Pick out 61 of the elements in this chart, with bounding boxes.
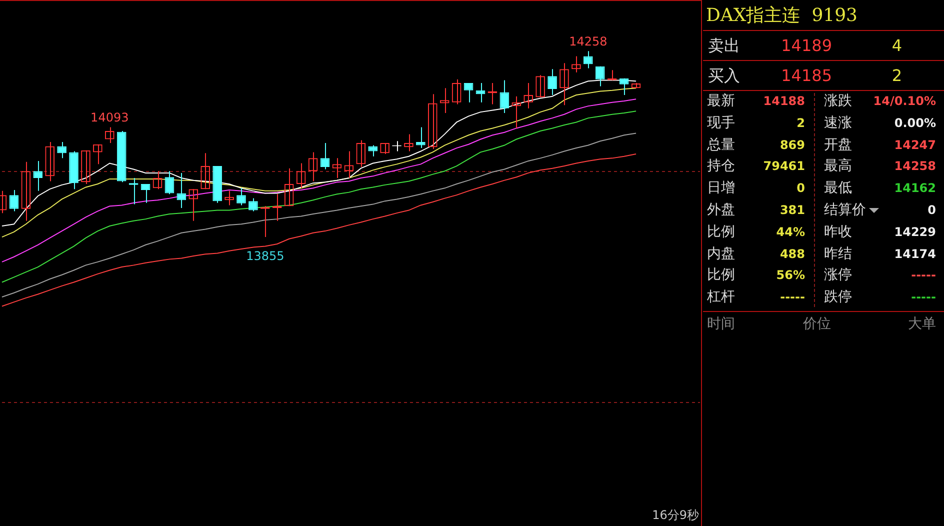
text: 昨收 (824, 222, 852, 242)
text: 开盘 (824, 136, 852, 155)
text: 4 (892, 36, 902, 55)
text: 价位 (803, 315, 831, 333)
text: 大单 (908, 315, 936, 333)
text: ----- (780, 289, 805, 306)
text: 昨结 (824, 244, 852, 264)
candlestick (176, 172, 186, 208)
text: 14174 (894, 246, 936, 263)
text: 持仓 (707, 157, 735, 176)
text: ----- (911, 267, 936, 284)
text: 14247 (894, 136, 936, 154)
text: 44% (776, 224, 805, 241)
annotation: 14258 (569, 34, 608, 48)
text: 跌停 (824, 288, 852, 308)
text: 2 (796, 114, 805, 132)
text: 869 (780, 136, 805, 154)
text: 0 (928, 202, 936, 219)
text: 比例 (707, 222, 735, 242)
text: 14229 (894, 224, 936, 241)
text: 488 (780, 246, 805, 263)
text: 16分9秒 (652, 507, 699, 524)
candlestick (33, 160, 43, 192)
text: 涨停 (824, 266, 852, 286)
text: 杠杆 (707, 288, 735, 308)
text: 14189 (781, 36, 832, 55)
text: 现手 (707, 114, 735, 133)
candlestick (500, 80, 510, 114)
text: 14258 (894, 158, 936, 176)
text: 外盘 (707, 201, 735, 220)
text: 内盘 (707, 244, 735, 264)
text: 结算价 (824, 201, 867, 220)
text: 总量 (707, 136, 735, 155)
candlestick (368, 144, 378, 157)
text: 56% (776, 267, 805, 284)
text: 最高 (824, 157, 852, 176)
candlestick (164, 170, 174, 195)
text: 最低 (824, 179, 852, 198)
text: 14162 (894, 180, 936, 198)
text: 14185 (781, 66, 832, 85)
text: 2 (892, 66, 902, 85)
text: DAX指主连 9193 (703, 0, 944, 31)
annotation: 14093 (90, 110, 129, 124)
text: 381 (780, 202, 805, 219)
text: 比例 (707, 266, 735, 286)
text: 涨跌 (824, 92, 852, 111)
text: 0 (796, 180, 805, 198)
candlestick (619, 78, 629, 96)
text: 卖出 (708, 36, 740, 57)
text: 时间 (707, 315, 735, 333)
text: ----- (911, 289, 936, 306)
text: 最新 (707, 92, 735, 111)
candlestick (416, 126, 426, 149)
text: 14188 (763, 93, 805, 110)
text: 79461 (763, 158, 805, 176)
text: 速涨 (824, 114, 852, 133)
text: 0.00% (894, 114, 936, 132)
text: 14/0.10% (873, 93, 936, 110)
text: 买入 (708, 66, 740, 87)
annotation: 13855 (246, 249, 284, 264)
text: 日增 (707, 179, 735, 198)
